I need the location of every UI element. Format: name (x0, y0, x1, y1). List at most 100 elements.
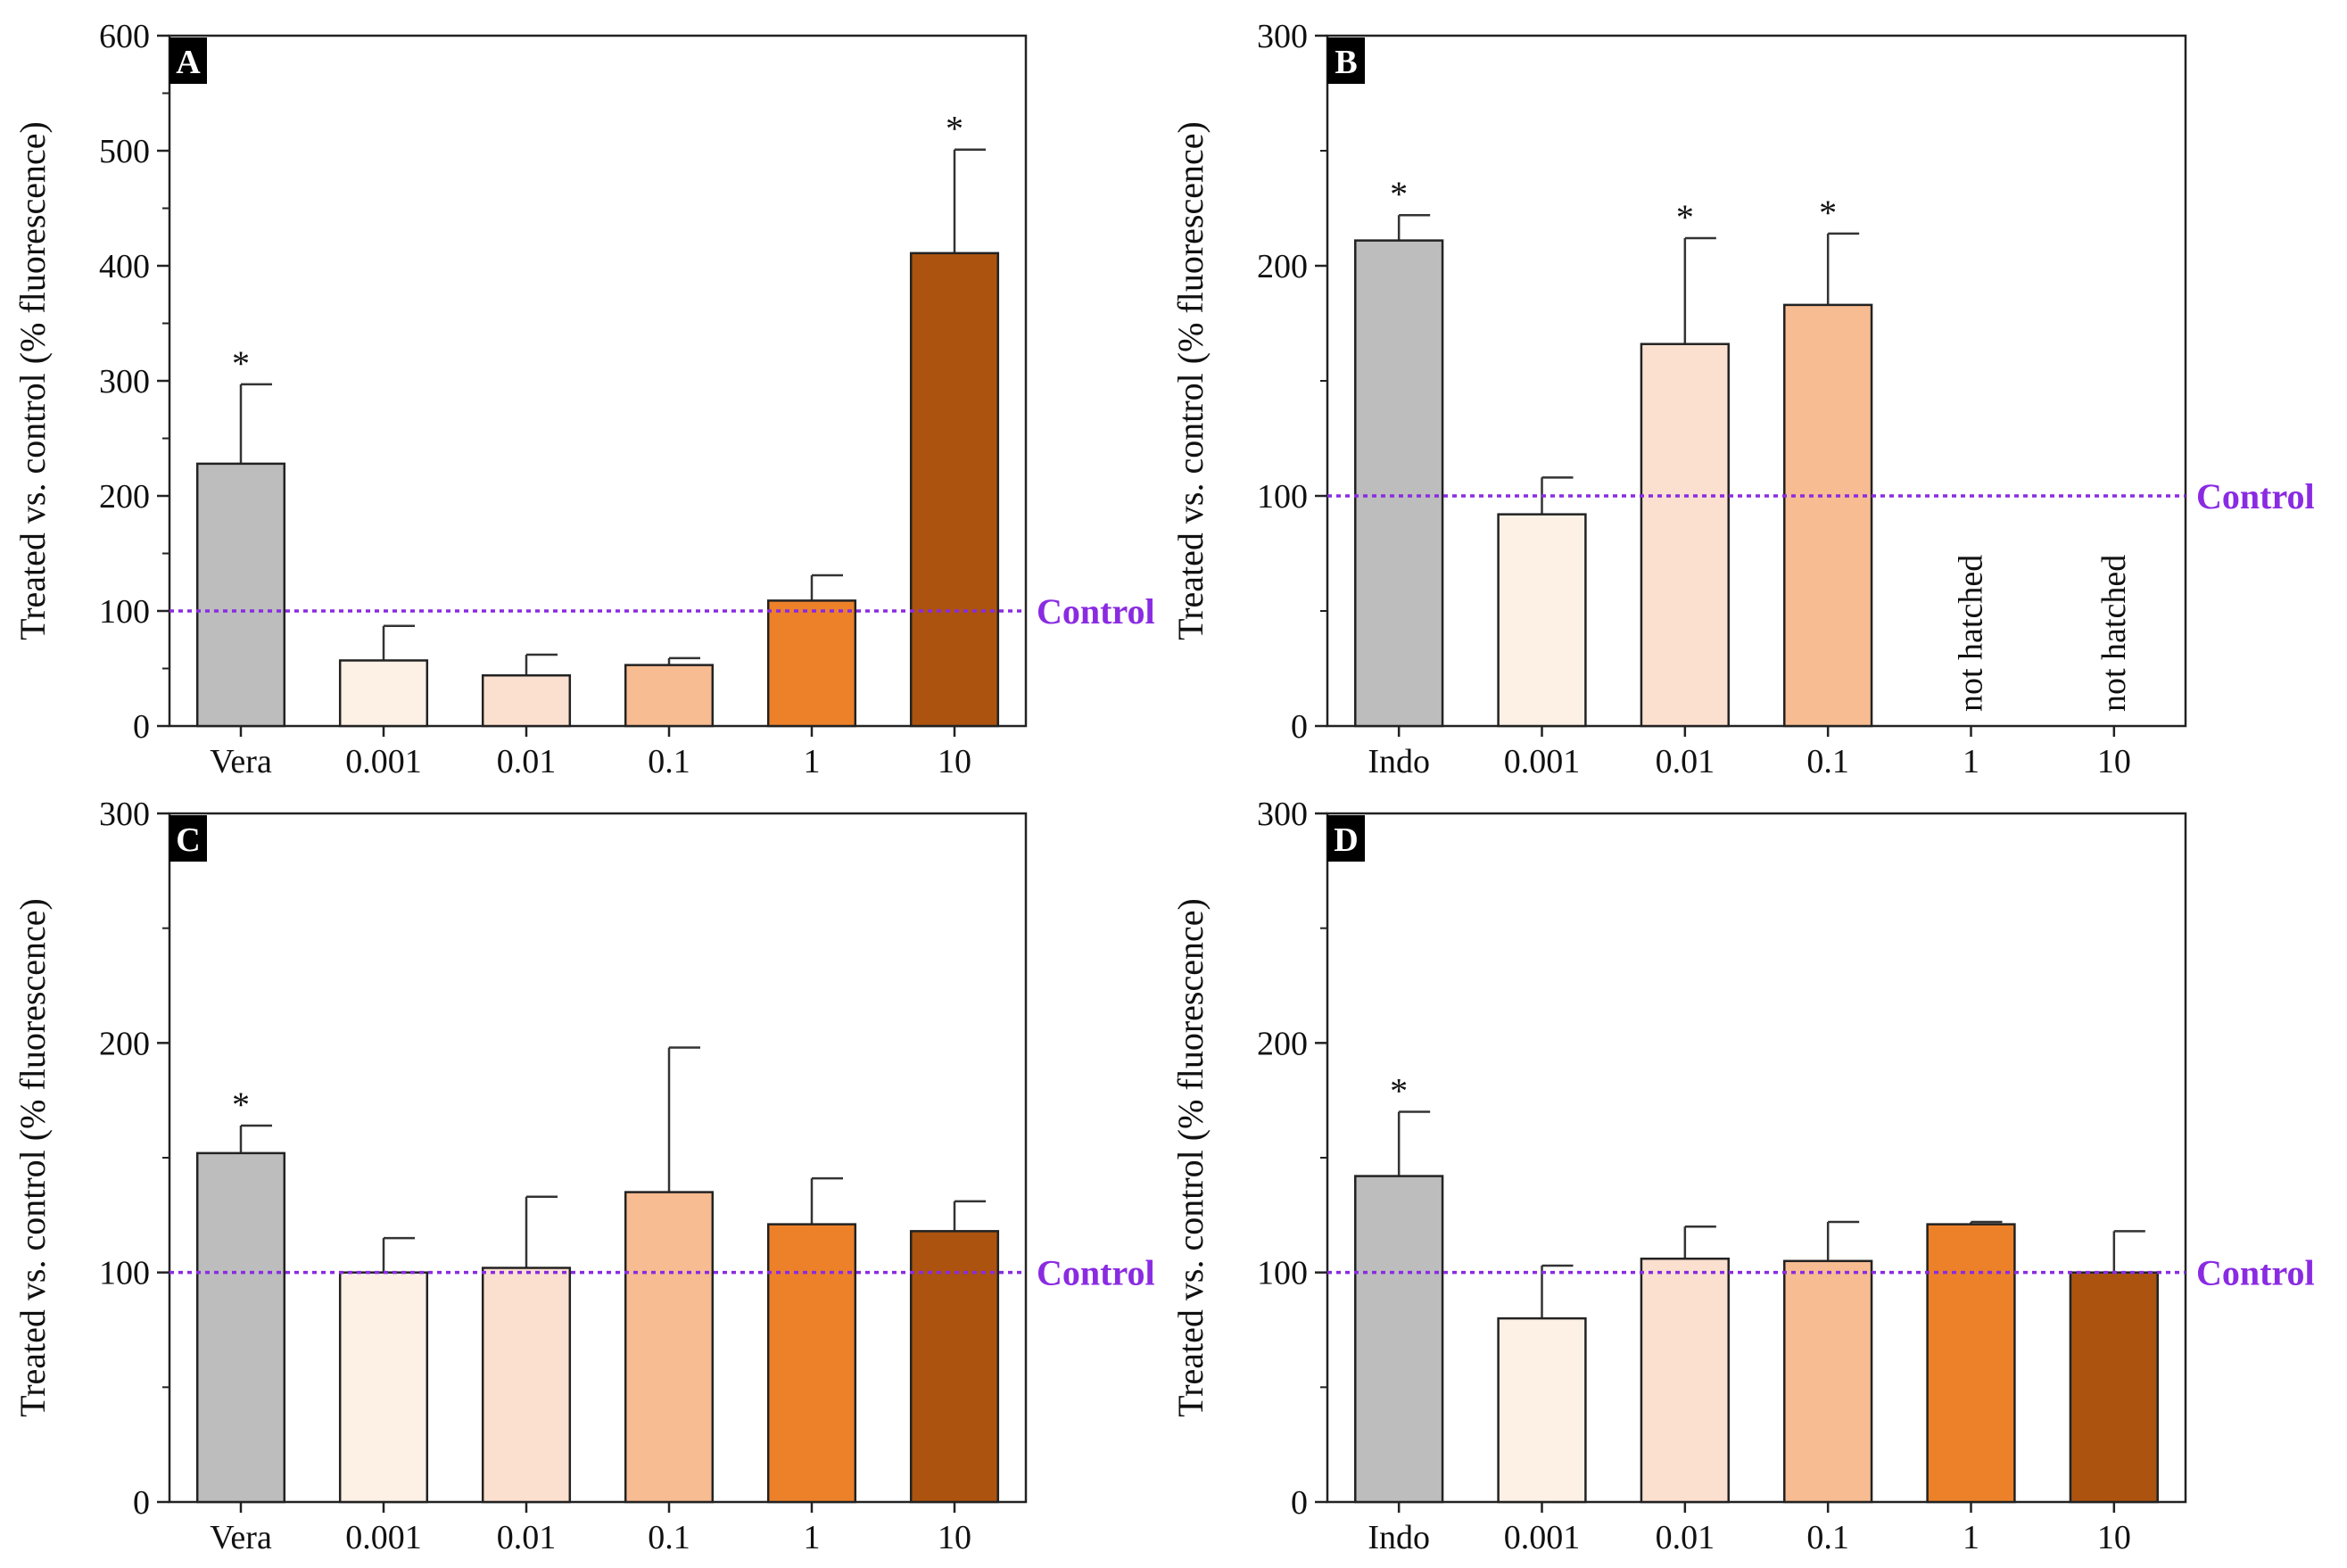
y-tick-label: 200 (1257, 248, 1308, 285)
x-tick-label: 0.01 (497, 1519, 557, 1556)
significance-star: * (232, 343, 250, 384)
bar (766, 599, 857, 728)
significance-star: * (946, 109, 963, 149)
bar (1497, 513, 1587, 728)
not-hatched-note: not hatched (1953, 555, 1990, 712)
y-tick-label: 100 (99, 1255, 150, 1292)
panel-a: 0 100 200 300 400 500 600 Treated vs. control (… (12, 18, 1155, 780)
plot-frame (1326, 812, 2187, 1504)
bar (481, 673, 572, 728)
x-tick-label: 0.1 (1806, 1519, 1849, 1556)
y-tick-label: 300 (1257, 796, 1308, 833)
bar (624, 664, 715, 728)
bar (1640, 1257, 1730, 1504)
x-tick-label: Indo (1368, 743, 1430, 780)
y-tick-label: 400 (99, 248, 150, 285)
x-tick-label: 0.001 (1504, 1519, 1581, 1556)
y-tick-label: 200 (99, 478, 150, 516)
control-label: Control (2196, 1253, 2315, 1293)
panel-letter-badge (1327, 37, 1365, 84)
bar (1783, 1259, 1873, 1504)
panel-letter: C (176, 821, 200, 859)
x-tick-label: 0.01 (1656, 1519, 1715, 1556)
not-hatched-note: not hatched (2095, 555, 2133, 712)
panel-letter: B (1335, 44, 1357, 81)
y-axis-label: Treated vs. control (% fluorescence) (1170, 121, 1211, 640)
y-tick-label: 100 (99, 593, 150, 631)
x-tick-label: 1 (804, 743, 821, 780)
y-tick-label: 300 (99, 363, 150, 400)
bar (195, 1151, 286, 1504)
x-tick-label: 0.001 (345, 1519, 422, 1556)
panel-d: 0 100 200 300 Treated vs. control (% fluores… (1170, 796, 2315, 1556)
y-axis-label: Treated vs. control (% fluorescence) (12, 121, 53, 640)
bar (1354, 1175, 1444, 1504)
y-tick-label: 0 (1291, 708, 1308, 746)
x-tick-label: Indo (1368, 1519, 1430, 1556)
bar (2069, 1271, 2159, 1504)
panel-letter: A (176, 44, 201, 81)
x-tick-label: 0.01 (1656, 743, 1715, 780)
x-tick-label: 10 (938, 743, 971, 780)
x-tick-label: Vera (210, 1519, 272, 1556)
x-tick-label: 10 (938, 1519, 971, 1556)
control-label: Control (1037, 1253, 1155, 1293)
bar (1640, 342, 1730, 728)
x-tick-label: Vera (210, 743, 272, 780)
x-tick-label: 10 (2097, 743, 2131, 780)
bar (909, 1230, 1000, 1504)
y-tick-label: 100 (1257, 478, 1308, 516)
x-tick-label: 0.1 (648, 743, 690, 780)
significance-star: * (1819, 193, 1837, 233)
x-tick-label: 0.1 (1806, 743, 1849, 780)
panel-letter: D (1334, 821, 1358, 859)
panel-letter-badge (1327, 815, 1365, 862)
plot-frame (168, 34, 1028, 728)
significance-star: * (1390, 1071, 1408, 1111)
y-tick-label: 300 (99, 796, 150, 833)
plot-frame (1326, 34, 2187, 728)
panel-letter-badge (169, 815, 207, 862)
significance-star: * (1676, 197, 1694, 237)
bar (338, 659, 429, 728)
bar (481, 1267, 572, 1504)
x-tick-label: 0.001 (1504, 743, 1581, 780)
x-tick-label: 1 (804, 1519, 821, 1556)
bar (624, 1191, 715, 1504)
y-tick-label: 300 (1257, 18, 1308, 55)
panel-letter-badge (169, 37, 207, 84)
panel-b: 0 100 200 300 Treated vs. control (% fluores… (1170, 18, 2315, 780)
x-tick-label: 0.01 (497, 743, 557, 780)
y-axis-label: Treated vs. control (% fluorescence) (12, 898, 53, 1417)
bar (1497, 1316, 1587, 1504)
plot-frame (168, 812, 1028, 1504)
y-axis-label: Treated vs. control (% fluorescence) (1170, 898, 1211, 1417)
y-tick-label: 500 (99, 133, 150, 170)
control-label: Control (2196, 476, 2315, 516)
y-tick-label: 0 (133, 1484, 150, 1522)
bar (1926, 1223, 2016, 1504)
panel-c: 0 100 200 300 Treated vs. control (% fluores… (12, 796, 1155, 1556)
y-tick-label: 0 (133, 708, 150, 746)
y-tick-label: 100 (1257, 1255, 1308, 1292)
y-tick-label: 200 (1257, 1025, 1308, 1062)
x-tick-label: 10 (2097, 1519, 2131, 1556)
y-tick-label: 600 (99, 18, 150, 55)
x-tick-label: 1 (1963, 743, 1979, 780)
x-tick-label: 0.001 (345, 743, 422, 780)
control-label: Control (1037, 591, 1155, 631)
bar (766, 1223, 857, 1504)
bar (1354, 239, 1444, 728)
significance-star: * (232, 1085, 250, 1125)
x-tick-label: 0.1 (648, 1519, 690, 1556)
y-tick-label: 0 (1291, 1484, 1308, 1522)
bar (195, 462, 286, 728)
bar (909, 252, 1000, 728)
bar (338, 1271, 429, 1504)
y-tick-label: 200 (99, 1025, 150, 1062)
x-tick-label: 1 (1963, 1519, 1979, 1556)
significance-star: * (1390, 174, 1408, 214)
bar (1783, 303, 1873, 728)
